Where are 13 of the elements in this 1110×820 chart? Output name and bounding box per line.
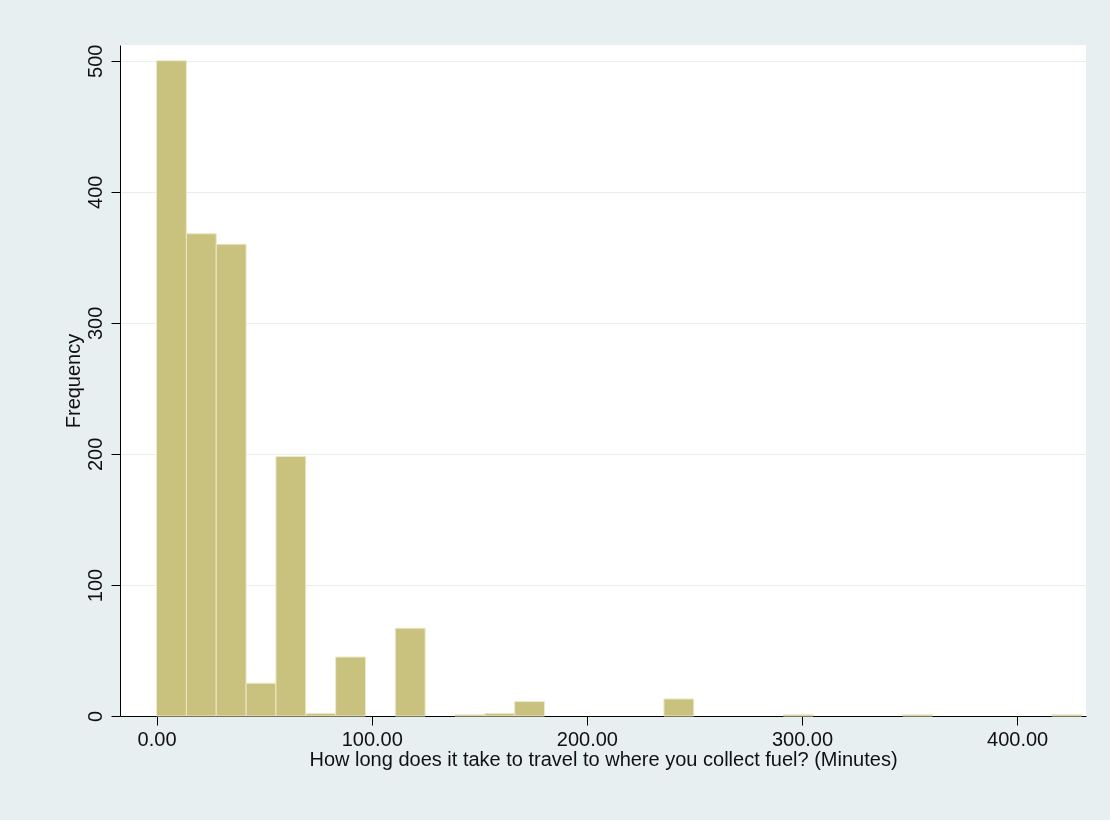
x-tick-label: 300.00 [771, 727, 834, 750]
y-tick-label: 100 [83, 568, 106, 603]
y-tick-label: 400 [83, 175, 106, 209]
y-axis-title: Frequency [61, 333, 84, 429]
x-tick-label: 400.00 [987, 727, 1049, 750]
y-tick-label: 0 [83, 710, 106, 723]
x-tick-label: 100.00 [341, 727, 403, 750]
y-tick-label: 300 [83, 306, 106, 341]
y-tick-label: 500 [83, 44, 106, 78]
y-tick-label: 200 [83, 437, 106, 472]
x-axis-title: How long does it take to travel to where you collect fuel? (Minutes) [309, 747, 898, 770]
x-tick-label: 0.00 [137, 727, 177, 750]
x-tick-label: 200.00 [556, 727, 618, 750]
